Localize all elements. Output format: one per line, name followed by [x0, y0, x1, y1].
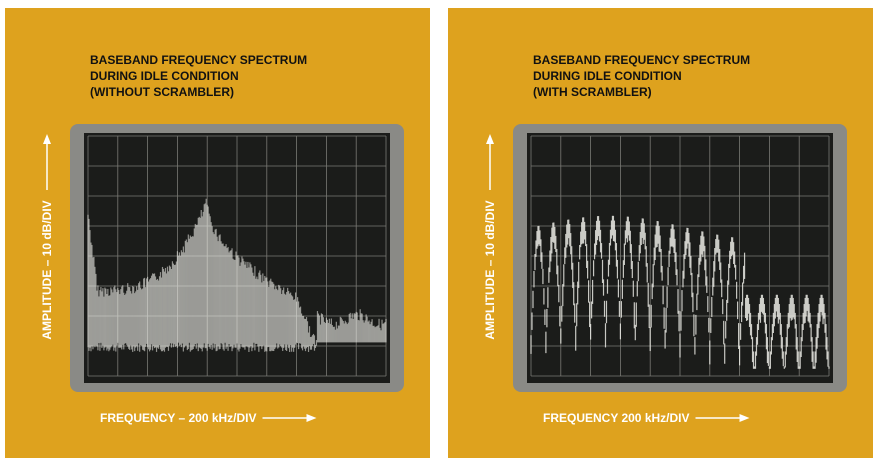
y-axis-label: AMPLITUDE – 10 dB/DIV [40, 200, 54, 339]
y-axis-label: AMPLITUDE – 10 dB/DIV [483, 200, 497, 339]
panel-title-line: DURING IDLE CONDITION [533, 69, 682, 83]
x-arrowhead [739, 414, 750, 422]
y-arrowhead [43, 134, 51, 144]
panel-title-line: (WITHOUT SCRAMBLER) [90, 85, 234, 99]
spectrum-trace [530, 215, 830, 369]
x-axis-label: FREQUENCY – 200 kHz/DIV [100, 411, 257, 425]
panel: BASEBAND FREQUENCY SPECTRUM DURING IDLE C… [448, 8, 873, 458]
panel-title-line: (WITH SCRAMBLER) [533, 85, 652, 99]
y-arrowhead [486, 134, 494, 144]
panel: BASEBAND FREQUENCY SPECTRUM DURING IDLE C… [5, 8, 430, 458]
x-arrowhead [306, 414, 317, 422]
spectrum-trace [87, 198, 387, 352]
panel-title-line: DURING IDLE CONDITION [90, 69, 239, 83]
x-axis-label: FREQUENCY 200 kHz/DIV [543, 411, 690, 425]
panel-title-line: BASEBAND FREQUENCY SPECTRUM [90, 53, 307, 67]
panel-title-line: BASEBAND FREQUENCY SPECTRUM [533, 53, 750, 67]
